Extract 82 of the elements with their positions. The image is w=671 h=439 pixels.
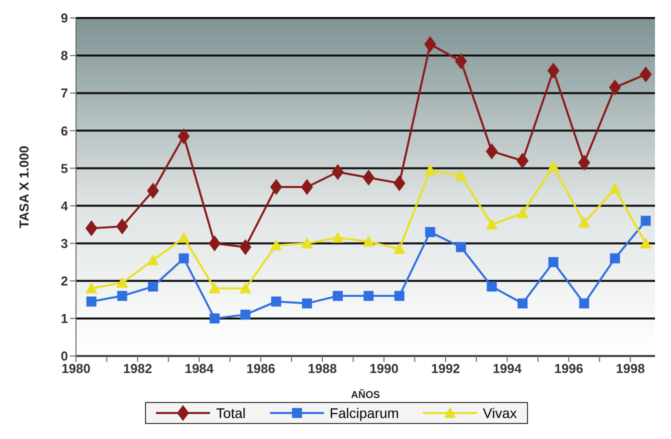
point [178, 128, 190, 144]
point [456, 242, 466, 252]
point [608, 182, 621, 194]
point [239, 282, 252, 294]
point [424, 164, 436, 176]
x-tick-label: 1986 [246, 361, 276, 376]
point [608, 79, 621, 96]
y-tick-label: 7 [60, 86, 68, 101]
x-tick-label: 1982 [123, 361, 152, 376]
point [362, 170, 375, 186]
y-axis-title: TASA X 1.000 [16, 146, 32, 228]
point [208, 282, 221, 294]
point [86, 296, 96, 307]
legend-label: Falciparum [330, 405, 399, 421]
point [270, 239, 282, 250]
x-tick-label: 1980 [62, 361, 90, 376]
point [518, 298, 528, 308]
point [300, 237, 313, 248]
x-tick-label: 1988 [308, 361, 337, 376]
point [116, 276, 128, 288]
x-tick-label: 1996 [554, 361, 584, 376]
point [208, 235, 221, 252]
y-tick-label: 0 [60, 348, 68, 364]
point [148, 282, 158, 292]
point [516, 152, 529, 169]
point [210, 313, 220, 324]
point [146, 254, 159, 266]
point [240, 310, 250, 320]
point [610, 253, 620, 264]
point [393, 175, 406, 192]
point [117, 290, 128, 301]
point [146, 182, 159, 199]
point [454, 170, 467, 181]
y-tick-label: 3 [60, 236, 68, 251]
point [332, 232, 344, 243]
point [486, 218, 498, 230]
x-tick-label: 1992 [431, 361, 460, 376]
point [547, 160, 560, 172]
point [640, 216, 651, 226]
point [116, 218, 128, 234]
x-tick-label: 1994 [492, 361, 522, 376]
point [640, 66, 652, 82]
point [85, 220, 98, 236]
point [332, 290, 343, 301]
point [548, 257, 558, 268]
legend-label: Vivax [482, 405, 517, 421]
y-tick-label: 4 [60, 198, 69, 214]
x-axis-title: AÑOS [351, 389, 380, 401]
y-tick-label: 1 [60, 311, 68, 326]
y-tick-label: 2 [60, 274, 68, 289]
legend-label: Total [216, 405, 246, 421]
x-tick-label: 1984 [184, 361, 214, 376]
point [302, 298, 312, 308]
y-tick-label: 6 [60, 123, 68, 138]
x-tick-label: 1990 [370, 361, 398, 376]
point [178, 232, 190, 243]
point [332, 164, 344, 180]
point [547, 62, 560, 79]
point [393, 242, 406, 254]
point [516, 207, 529, 218]
point [394, 290, 404, 301]
point [85, 282, 98, 294]
point [364, 290, 374, 301]
point [362, 235, 375, 246]
point [578, 154, 590, 171]
point [270, 179, 282, 195]
point [239, 239, 252, 256]
point [640, 237, 652, 248]
point [271, 296, 282, 307]
point [486, 143, 498, 160]
point [486, 282, 497, 292]
point [178, 253, 189, 264]
point [578, 216, 590, 228]
point [579, 298, 590, 308]
y-tick-label: 5 [60, 160, 68, 176]
point [300, 179, 313, 195]
point [425, 227, 436, 238]
y-tick-label: 8 [60, 48, 68, 64]
x-tick-label: 1998 [616, 361, 645, 376]
y-tick-label: 9 [60, 10, 68, 26]
point [454, 53, 467, 70]
point [424, 36, 436, 52]
